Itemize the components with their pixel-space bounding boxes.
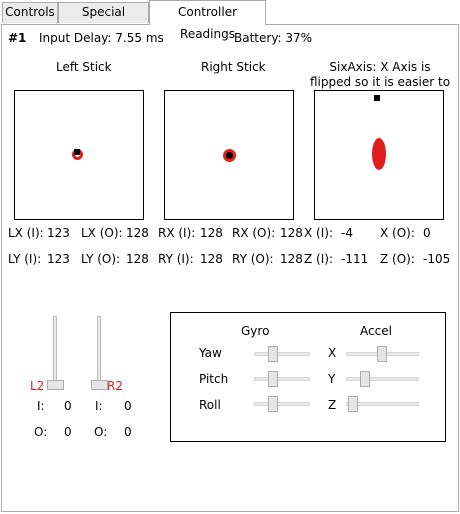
- sixaxis-tilt-ellipse: [372, 138, 386, 170]
- tab-bar: Controls Special Actions Controller Read…: [0, 0, 460, 41]
- gyro-roll-slider-thumb[interactable]: [268, 396, 278, 412]
- gyro-pitch-slider-track[interactable]: [254, 377, 310, 381]
- accel-title: Accel: [360, 324, 392, 338]
- r2-slider-track[interactable]: [97, 316, 101, 388]
- l2-label: L2: [30, 379, 45, 393]
- accel-y-label: Y: [328, 372, 336, 386]
- gyro-yaw-slider-track[interactable]: [254, 352, 310, 356]
- rx-input-label: RX (I):: [158, 226, 196, 240]
- r2-input-value: 0: [124, 399, 132, 413]
- z-output-value: -105: [423, 252, 451, 266]
- accel-x-label: X: [328, 346, 337, 360]
- controller-id: #1: [8, 31, 27, 45]
- x-input-label: X (I):: [304, 226, 333, 240]
- tab-controls[interactable]: Controls: [2, 2, 58, 23]
- battery-label: Battery: 37%: [234, 31, 313, 45]
- r2-input-label: I:: [95, 399, 103, 413]
- lx-input-label: LX (I):: [8, 226, 44, 240]
- accel-y-slider-thumb[interactable]: [360, 371, 370, 387]
- z-output-label: Z (O):: [380, 252, 415, 266]
- input-delay-label: Input Delay: 7.55 ms: [39, 31, 164, 45]
- ry-input-label: RY (I):: [158, 252, 194, 266]
- ly-output-label: LY (O):: [81, 252, 121, 266]
- left-stick-title: Left Stick: [56, 60, 112, 74]
- l2-slider-thumb[interactable]: [47, 380, 64, 390]
- gyro-title: Gyro: [241, 324, 270, 338]
- ly-output-value: 128: [126, 252, 149, 266]
- l2-input-value: 0: [64, 399, 72, 413]
- x-input-value: -4: [341, 226, 353, 240]
- ry-output-label: RY (O):: [232, 252, 274, 266]
- lx-output-label: LX (O):: [81, 226, 123, 240]
- x-output-value: 0: [423, 226, 431, 240]
- ly-input-label: LY (I):: [8, 252, 42, 266]
- z-input-label: Z (I):: [304, 252, 333, 266]
- lx-output-value: 128: [126, 226, 149, 240]
- r2-label: R2: [107, 379, 123, 393]
- sixaxis-output-marker: [374, 95, 380, 101]
- gyro-pitch-label: Pitch: [199, 372, 229, 386]
- rx-output-value: 128: [280, 226, 303, 240]
- rx-input-value: 128: [200, 226, 223, 240]
- tab-controller-readings[interactable]: Controller Readings: [149, 0, 266, 41]
- gyro-yaw-slider-thumb[interactable]: [268, 346, 278, 362]
- r2-slider-thumb[interactable]: [91, 380, 108, 390]
- rx-output-label: RX (O):: [232, 226, 276, 240]
- ry-output-value: 128: [280, 252, 303, 266]
- r2-output-label: O:: [94, 425, 108, 439]
- l2-slider-track[interactable]: [53, 316, 57, 388]
- gyro-roll-slider-track[interactable]: [254, 402, 310, 406]
- l2-input-label: I:: [37, 399, 45, 413]
- right-stick-title: Right Stick: [201, 60, 266, 74]
- x-output-label: X (O):: [380, 226, 415, 240]
- sixaxis-display: [314, 90, 444, 220]
- l2-output-label: O:: [34, 425, 48, 439]
- right-stick-output-marker: [226, 152, 233, 159]
- left-stick-output-marker: [74, 149, 80, 155]
- gyro-roll-label: Roll: [199, 398, 221, 412]
- accel-y-slider-track[interactable]: [346, 377, 419, 381]
- l2-output-value: 0: [64, 425, 72, 439]
- r2-output-value: 0: [124, 425, 132, 439]
- lx-input-value: 123: [47, 226, 70, 240]
- gyro-yaw-label: Yaw: [199, 346, 222, 360]
- accel-z-label: Z: [328, 398, 337, 412]
- z-input-value: -111: [341, 252, 369, 266]
- ry-input-value: 128: [200, 252, 223, 266]
- accel-x-slider-thumb[interactable]: [377, 346, 387, 362]
- accel-z-slider-thumb[interactable]: [348, 396, 358, 412]
- left-stick-display: [14, 90, 144, 220]
- ly-input-value: 123: [47, 252, 70, 266]
- tab-special-actions[interactable]: Special Actions: [58, 2, 149, 38]
- right-stick-display: [164, 90, 294, 220]
- accel-z-slider-track[interactable]: [346, 402, 419, 406]
- gyro-pitch-slider-thumb[interactable]: [268, 371, 278, 387]
